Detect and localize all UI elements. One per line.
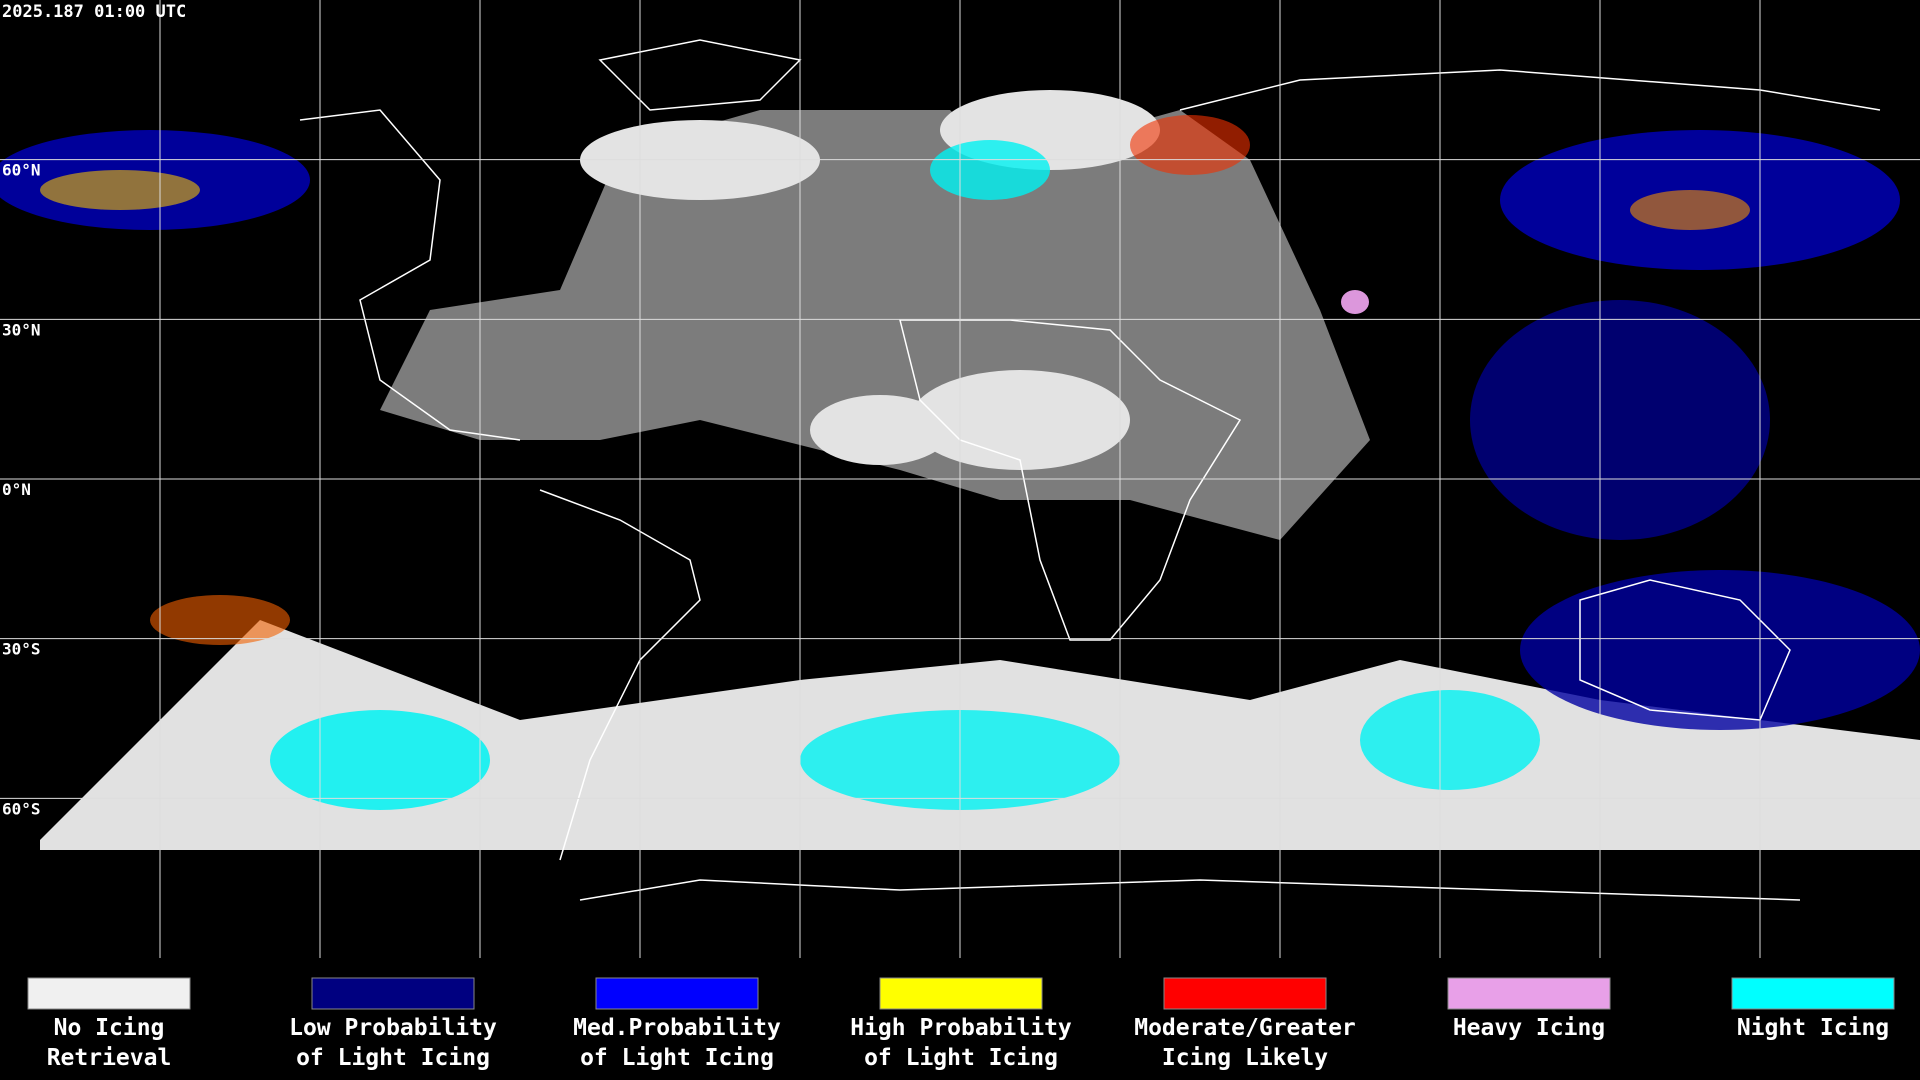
legend-label: Icing Likely [1162,1045,1328,1071]
legend-label: Med.Probability [573,1015,781,1041]
latitude-label: 30°S [2,640,41,659]
legend-label: Heavy Icing [1453,1015,1605,1041]
legend-label: High Probability [850,1015,1072,1041]
legend-swatch [1731,977,1895,1010]
legend-swatch [1447,977,1611,1010]
latitude-label: 60°N [2,161,41,180]
coastlines [299,39,1881,901]
legend-swatch [27,977,191,1010]
latitude-label: 60°S [2,799,41,818]
legend-swatch [311,977,475,1010]
legend-label: Retrieval [47,1045,172,1071]
legend: No Icing Retrieval Low Probability of Light… [0,958,1920,1080]
legend-swatch [595,977,759,1010]
legend-label: Low Probability [289,1015,497,1041]
graticule [0,0,1920,958]
legend-label: of Light Icing [296,1045,490,1071]
latitude-label: 30°N [2,320,41,339]
legend-label: of Light Icing [580,1045,774,1071]
latitude-label: 0°N [2,480,31,499]
legend-swatch [879,977,1043,1010]
latitude-labels: 60°N 30°N 0°N 30°S 60°S [2,161,41,819]
legend-label: of Light Icing [864,1045,1058,1071]
timestamp: 2025.187 01:00 UTC [2,2,186,22]
legend-label: No Icing [54,1015,165,1041]
legend-label: Moderate/Greater [1134,1015,1356,1041]
legend-label: Night Icing [1737,1015,1889,1041]
map: 60°N 30°N 0°N 30°S 60°S 2025.187 01:00 UTC [0,0,1920,958]
legend-swatch [1163,977,1327,1010]
